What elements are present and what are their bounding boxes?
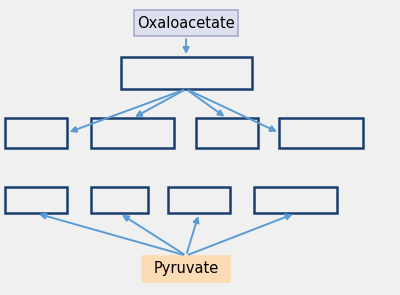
Text: Pyruvate: Pyruvate [154, 261, 219, 276]
FancyBboxPatch shape [142, 256, 230, 282]
FancyBboxPatch shape [134, 10, 238, 37]
Text: Oxaloacetate: Oxaloacetate [137, 16, 235, 31]
